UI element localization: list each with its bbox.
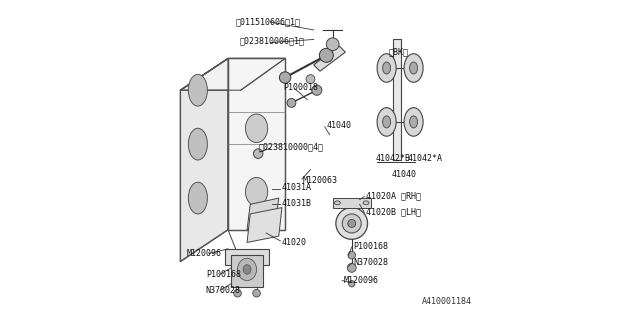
Circle shape — [253, 149, 263, 158]
Polygon shape — [180, 59, 285, 90]
Text: ⓝ023810006（1）: ⓝ023810006（1） — [239, 36, 304, 45]
Circle shape — [280, 72, 291, 83]
Polygon shape — [231, 255, 263, 287]
Ellipse shape — [336, 208, 367, 239]
Text: ⓝ023810000（4）: ⓝ023810000（4） — [258, 142, 323, 151]
Ellipse shape — [404, 108, 423, 136]
Circle shape — [326, 38, 339, 51]
Text: 「BK」: 「BK」 — [388, 48, 408, 57]
Circle shape — [348, 263, 356, 272]
Text: P100018: P100018 — [284, 83, 319, 92]
Text: P100168: P100168 — [206, 270, 241, 279]
Circle shape — [312, 85, 322, 95]
Circle shape — [287, 99, 296, 107]
Circle shape — [349, 281, 355, 287]
Text: M120063: M120063 — [303, 176, 337, 185]
Polygon shape — [247, 198, 279, 230]
Text: 41040: 41040 — [326, 121, 351, 130]
Ellipse shape — [410, 116, 417, 128]
Polygon shape — [180, 59, 228, 261]
Text: 41020B 〈LH〉: 41020B 〈LH〉 — [366, 207, 421, 216]
Text: M120096: M120096 — [187, 249, 222, 258]
Ellipse shape — [348, 220, 356, 228]
Ellipse shape — [188, 128, 207, 160]
Polygon shape — [228, 59, 285, 230]
Ellipse shape — [246, 114, 268, 142]
Ellipse shape — [377, 108, 396, 136]
Text: 41020A 〈RH〉: 41020A 〈RH〉 — [366, 191, 421, 200]
Text: 41031B: 41031B — [282, 199, 312, 208]
Text: Ⓑ011510606（1）: Ⓑ011510606（1） — [236, 18, 301, 27]
Text: 41042*A: 41042*A — [407, 154, 442, 163]
Ellipse shape — [383, 116, 390, 128]
Circle shape — [253, 289, 260, 297]
Circle shape — [348, 252, 356, 259]
Text: M120096: M120096 — [344, 276, 379, 285]
Text: 41020: 41020 — [282, 238, 307, 247]
Circle shape — [306, 75, 315, 84]
Ellipse shape — [377, 54, 396, 82]
Ellipse shape — [188, 182, 207, 214]
Circle shape — [319, 48, 333, 62]
Text: 41031A: 41031A — [282, 183, 312, 192]
Ellipse shape — [383, 62, 390, 74]
Ellipse shape — [188, 74, 207, 106]
Text: 41042*B: 41042*B — [376, 154, 410, 163]
Polygon shape — [314, 46, 346, 71]
Text: 41040: 41040 — [392, 170, 417, 179]
Ellipse shape — [335, 201, 340, 205]
Polygon shape — [333, 198, 371, 208]
Text: N370028: N370028 — [353, 258, 388, 267]
Polygon shape — [393, 39, 401, 160]
Circle shape — [234, 289, 241, 297]
Ellipse shape — [342, 214, 361, 233]
Ellipse shape — [404, 54, 423, 82]
Ellipse shape — [410, 62, 417, 74]
Polygon shape — [247, 208, 282, 243]
Polygon shape — [225, 249, 269, 265]
Text: N370028: N370028 — [206, 286, 241, 295]
Ellipse shape — [237, 258, 257, 281]
Text: A410001184: A410001184 — [422, 297, 472, 306]
Ellipse shape — [363, 201, 369, 205]
Text: P100168: P100168 — [353, 242, 388, 251]
Ellipse shape — [243, 265, 251, 274]
Ellipse shape — [246, 178, 268, 206]
